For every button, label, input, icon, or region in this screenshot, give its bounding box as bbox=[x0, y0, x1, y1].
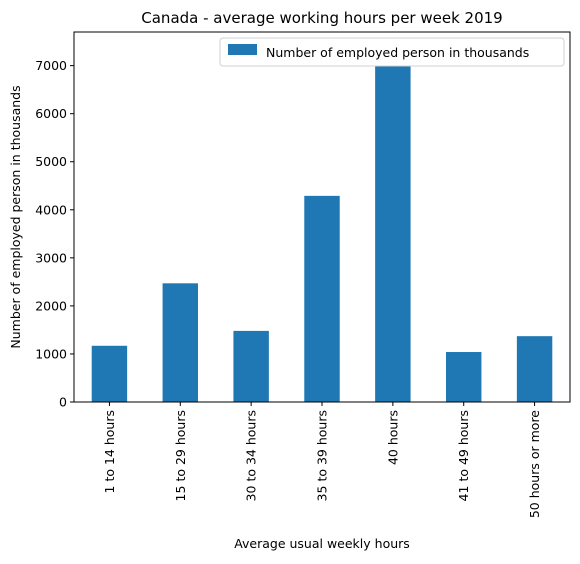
y-tick-label: 1000 bbox=[35, 346, 67, 361]
x-tick-label: 50 hours or more bbox=[527, 410, 542, 518]
y-tick-label: 6000 bbox=[35, 106, 67, 121]
y-tick-label: 5000 bbox=[35, 154, 67, 169]
chart-title: Canada - average working hours per week … bbox=[141, 9, 502, 27]
bar bbox=[91, 345, 128, 402]
bar bbox=[304, 195, 340, 402]
bar bbox=[375, 50, 411, 402]
plot-frame bbox=[73, 31, 571, 403]
x-tick-label: 41 to 49 hours bbox=[456, 410, 471, 501]
y-axis-label: Number of employed person in thousands bbox=[8, 85, 23, 348]
legend-label: Number of employed person in thousands bbox=[266, 45, 529, 60]
x-tick-label: 15 to 29 hours bbox=[173, 410, 188, 501]
bar bbox=[516, 336, 553, 402]
bar bbox=[446, 352, 482, 402]
y-axis: 0 1000 2000 3000 4000 5000 6000 7000 bbox=[35, 58, 74, 410]
y-tick-label: 3000 bbox=[35, 250, 67, 265]
y-tick-label: 4000 bbox=[35, 202, 67, 217]
x-tick-label: 35 to 39 hours bbox=[315, 410, 330, 501]
legend-swatch bbox=[228, 44, 257, 55]
bars bbox=[91, 50, 553, 402]
legend-box bbox=[219, 37, 565, 67]
x-tick-label: 30 to 34 hours bbox=[244, 410, 259, 501]
y-tick-label: 2000 bbox=[35, 298, 67, 313]
legend: Number of employed person in thousands bbox=[219, 37, 565, 67]
x-tick-label: 1 to 14 hours bbox=[102, 410, 117, 493]
y-tick-label: 0 bbox=[59, 395, 67, 410]
x-axis: 1 to 14 hours 15 to 29 hours 30 to 34 hour… bbox=[102, 402, 542, 518]
x-tick-label: 40 hours bbox=[385, 410, 400, 465]
y-tick-label: 7000 bbox=[35, 58, 67, 73]
bar bbox=[233, 330, 269, 402]
x-axis-label: Average usual weekly hours bbox=[234, 536, 410, 551]
bar bbox=[162, 283, 198, 402]
